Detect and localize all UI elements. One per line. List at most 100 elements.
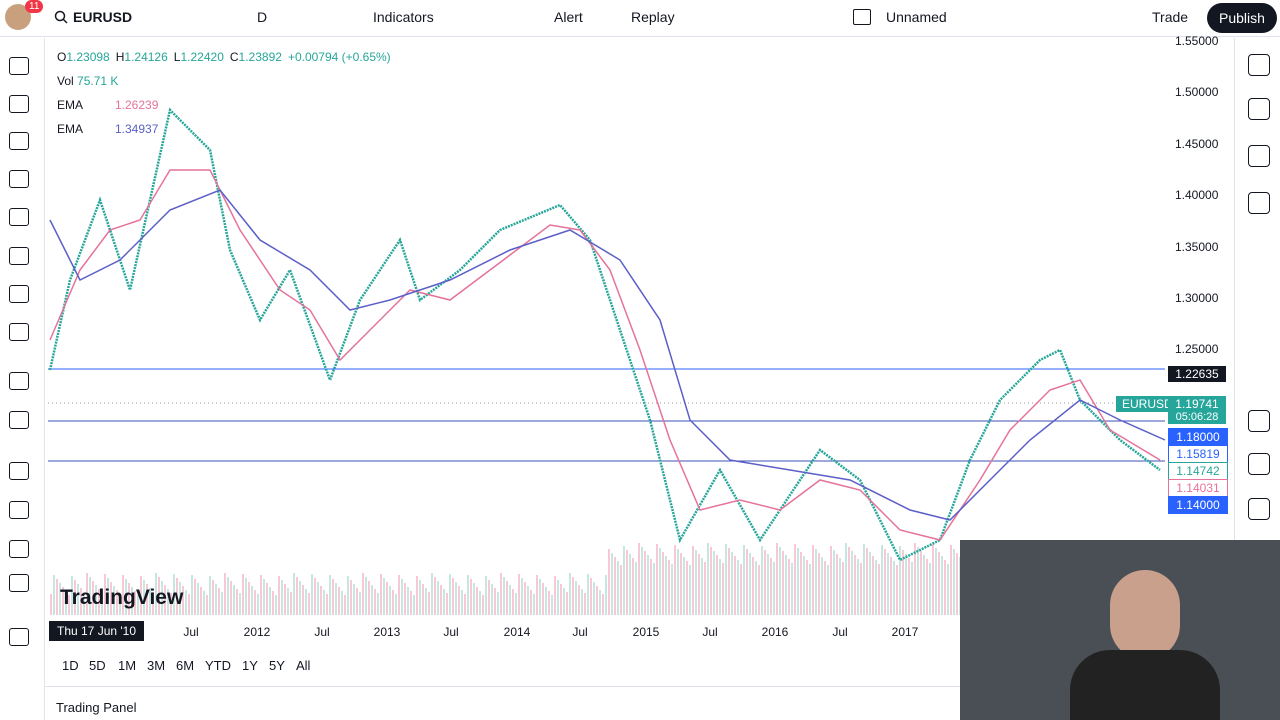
trade-button[interactable]: Trade: [1152, 9, 1189, 25]
side-icon[interactable]: [1248, 54, 1270, 76]
volume-bar: [278, 576, 280, 615]
volume-bar: [908, 558, 910, 615]
side-icon[interactable]: [1248, 498, 1270, 520]
volume-bar: [563, 588, 565, 615]
side-icon[interactable]: [1248, 98, 1270, 120]
volume-bar: [878, 564, 880, 615]
side-icon[interactable]: [1248, 453, 1270, 475]
volume-bar: [392, 590, 394, 615]
volume-bar: [506, 581, 508, 615]
volume-bar: [206, 595, 208, 615]
volume-bar: [149, 588, 151, 615]
tool-icon[interactable]: [9, 95, 29, 113]
volume-bar: [800, 552, 802, 615]
ohlc-value: 1.23098: [66, 50, 110, 64]
volume-bar: [485, 576, 487, 615]
price-label: 1.50000: [1175, 85, 1219, 100]
interval[interactable]: D: [257, 9, 268, 25]
tool-icon[interactable]: [9, 540, 29, 558]
volume-bar: [110, 582, 112, 615]
volume-bar: [140, 576, 142, 615]
volume-bar: [602, 594, 604, 615]
tool-icon[interactable]: [9, 628, 29, 646]
volume-bar: [128, 583, 130, 615]
tool-icon[interactable]: [9, 323, 29, 341]
volume-bar: [458, 586, 460, 615]
volume-bar: [296, 577, 298, 615]
tool-icon[interactable]: [9, 411, 29, 429]
volume-bar: [791, 563, 793, 615]
volume-bar: [419, 580, 421, 615]
tool-icon[interactable]: [9, 501, 29, 519]
volume-bar: [779, 547, 781, 615]
side-icon[interactable]: [1248, 192, 1270, 214]
publish-button[interactable]: Publish: [1207, 3, 1277, 33]
volume-bar: [782, 551, 784, 615]
volume-bar: [98, 589, 100, 615]
volume-bar: [179, 582, 181, 615]
volume-bar: [236, 589, 238, 615]
range-button[interactable]: 5D: [89, 658, 106, 673]
time-label: 2013: [373, 625, 401, 639]
range-button[interactable]: 5Y: [269, 658, 285, 673]
volume-bar: [401, 579, 403, 615]
volume-bar: [215, 584, 217, 615]
side-icon[interactable]: [1248, 145, 1270, 167]
volume-bar: [515, 593, 517, 615]
tool-icon[interactable]: [9, 57, 29, 75]
volume-bar: [425, 588, 427, 615]
volume-bar: [704, 562, 706, 615]
volume-bar: [530, 590, 532, 615]
tool-icon[interactable]: [9, 208, 29, 226]
range-button[interactable]: 3M: [147, 658, 166, 673]
range-button[interactable]: 6M: [176, 658, 195, 673]
tool-icon[interactable]: [9, 132, 29, 150]
alert-button[interactable]: Alert: [554, 9, 583, 25]
range-button[interactable]: 1D: [62, 658, 79, 673]
volume-bar: [806, 560, 808, 615]
indicators-button[interactable]: Indicators: [373, 9, 434, 25]
checkbox[interactable]: [853, 9, 871, 25]
tool-icon[interactable]: [9, 285, 29, 303]
volume-bar: [881, 545, 883, 615]
volume-bar: [614, 557, 616, 615]
volume-bar: [155, 573, 157, 615]
layout-name[interactable]: Unnamed: [886, 9, 947, 25]
volume-bar: [74, 580, 76, 615]
volume-bar: [953, 549, 955, 615]
volume-bar: [218, 588, 220, 615]
volume-bar: [233, 585, 235, 615]
volume-bar: [917, 547, 919, 615]
tool-icon[interactable]: [9, 574, 29, 592]
volume-bar: [680, 553, 682, 615]
tool-icon[interactable]: [9, 372, 29, 390]
trading-panel[interactable]: Trading Panel: [56, 700, 137, 715]
volume-bar: [380, 574, 382, 615]
ohlc-label: L: [173, 50, 181, 64]
range-button[interactable]: YTD: [205, 658, 231, 673]
range-button[interactable]: All: [296, 658, 311, 673]
volume-bar: [539, 579, 541, 615]
volume-bar: [527, 586, 529, 615]
volume-bar: [899, 546, 901, 615]
volume-bar: [887, 553, 889, 615]
symbol[interactable]: EURUSD: [73, 9, 133, 25]
volume-bar: [836, 554, 838, 615]
range-button[interactable]: 1Y: [242, 658, 258, 673]
tool-icon[interactable]: [9, 247, 29, 265]
volume-bar: [212, 580, 214, 615]
tool-icon[interactable]: [9, 170, 29, 188]
replay-button[interactable]: Replay: [631, 9, 675, 25]
range-button[interactable]: 1M: [118, 658, 137, 673]
tool-icon[interactable]: [9, 462, 29, 480]
side-icon[interactable]: [1248, 410, 1270, 432]
volume-bar: [356, 588, 358, 615]
label: Vol: [57, 74, 74, 88]
volume-bar: [302, 585, 304, 615]
volume-bar: [536, 575, 538, 615]
volume-bar: [65, 591, 67, 615]
volume-bar: [245, 578, 247, 615]
volume-bar: [335, 583, 337, 615]
volume-bar: [824, 561, 826, 615]
volume-bar: [740, 564, 742, 615]
